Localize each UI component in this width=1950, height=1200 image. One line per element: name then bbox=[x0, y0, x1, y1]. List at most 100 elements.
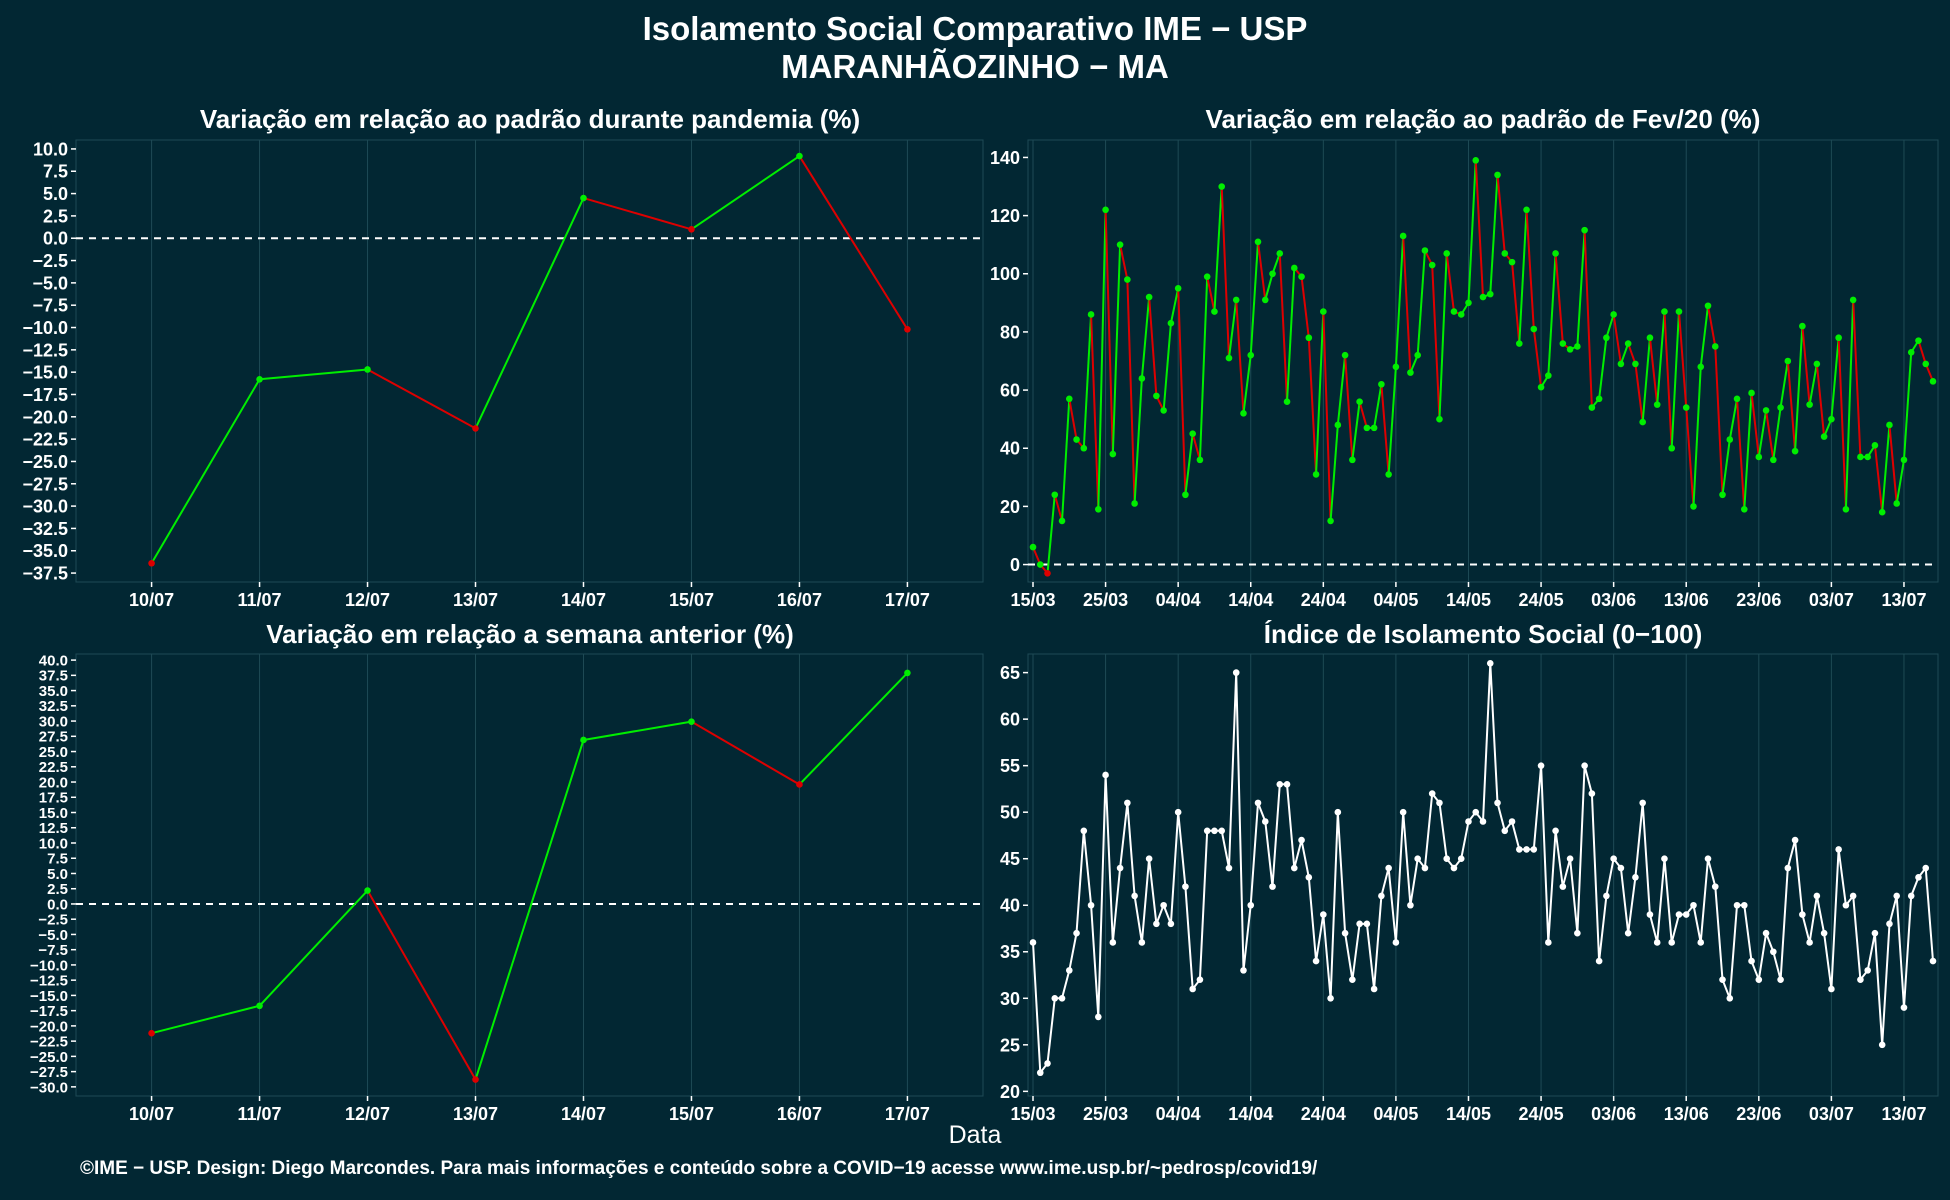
data-point bbox=[1755, 453, 1763, 461]
y-tick-label: 80 bbox=[1000, 322, 1020, 342]
y-tick-label: 120 bbox=[990, 206, 1020, 226]
series-segment bbox=[1888, 424, 1898, 504]
x-tick-label: 25/03 bbox=[1083, 590, 1128, 610]
series-segment bbox=[583, 720, 692, 741]
data-point bbox=[1457, 855, 1465, 863]
data-point bbox=[1341, 929, 1349, 937]
y-tick-label: −22.5 bbox=[22, 430, 68, 450]
series-segment bbox=[1336, 355, 1347, 426]
data-point bbox=[1624, 929, 1632, 937]
data-point bbox=[1748, 957, 1755, 965]
x-tick-label: 04/05 bbox=[1373, 1104, 1418, 1124]
data-point bbox=[1690, 503, 1697, 510]
x-tick-label: 04/04 bbox=[1156, 1104, 1201, 1124]
data-point bbox=[1109, 450, 1117, 458]
series-segment bbox=[1583, 230, 1593, 408]
data-point bbox=[1058, 517, 1066, 525]
series-line-indice bbox=[1032, 663, 1934, 1076]
data-point bbox=[1320, 308, 1327, 315]
data-point bbox=[1806, 401, 1813, 408]
series-segment bbox=[1394, 235, 1405, 367]
data-point bbox=[1378, 380, 1385, 388]
data-point bbox=[1515, 846, 1523, 853]
y-tick-label: −37.5 bbox=[22, 564, 68, 584]
y-tick-label: 40 bbox=[1000, 896, 1020, 916]
series-segment bbox=[1598, 337, 1608, 399]
data-point bbox=[1668, 444, 1676, 452]
series-segment bbox=[1677, 311, 1688, 408]
series-segment bbox=[1641, 337, 1651, 423]
x-tick-label: 12/07 bbox=[345, 590, 390, 610]
data-point bbox=[1682, 911, 1690, 918]
y-tick-label: −10.0 bbox=[30, 957, 68, 974]
data-point bbox=[1624, 340, 1632, 347]
series-segment bbox=[1235, 299, 1245, 414]
x-tick-label: 03/07 bbox=[1809, 1104, 1854, 1124]
series-segment bbox=[1474, 160, 1484, 298]
y-tick-label: 17.5 bbox=[39, 790, 68, 807]
series-segment bbox=[1445, 253, 1455, 312]
x-tick-label: 13/06 bbox=[1664, 1104, 1709, 1124]
x-tick-label: 14/05 bbox=[1446, 1104, 1491, 1124]
data-point bbox=[1748, 389, 1755, 397]
data-point bbox=[1900, 456, 1908, 464]
data-point bbox=[1559, 883, 1567, 890]
panel-title-semana: Variação em relação a semana anterior (%… bbox=[266, 619, 794, 649]
data-point bbox=[1203, 273, 1211, 280]
series-segment bbox=[1627, 343, 1637, 365]
data-point bbox=[1363, 920, 1371, 928]
y-tick-label: 35.0 bbox=[39, 683, 68, 700]
data-point bbox=[1298, 836, 1305, 844]
series-segment bbox=[1053, 494, 1063, 522]
x-tick-label: 16/07 bbox=[777, 1104, 822, 1124]
y-tick-label: −2.5 bbox=[38, 912, 68, 929]
data-point bbox=[1603, 892, 1610, 900]
y-tick-label: −5.0 bbox=[38, 927, 68, 944]
x-tick-label: 16/07 bbox=[777, 590, 822, 610]
data-point bbox=[1225, 864, 1233, 872]
data-point bbox=[1283, 398, 1291, 406]
data-point bbox=[1603, 334, 1610, 342]
data-point bbox=[1813, 360, 1821, 368]
data-point bbox=[1559, 340, 1567, 347]
data-point bbox=[1929, 957, 1937, 965]
data-point bbox=[1799, 911, 1806, 918]
data-point bbox=[1581, 226, 1588, 234]
data-point bbox=[1893, 500, 1901, 507]
series-segment bbox=[1736, 398, 1746, 510]
data-point bbox=[1349, 456, 1356, 464]
data-point bbox=[1407, 901, 1414, 909]
data-point bbox=[904, 326, 911, 333]
data-point bbox=[1356, 920, 1363, 928]
x-tick-label: 13/07 bbox=[1881, 1104, 1926, 1124]
data-point bbox=[1116, 241, 1124, 248]
series-segment bbox=[1648, 337, 1659, 405]
x-tick-label: 04/04 bbox=[1156, 590, 1201, 610]
series-segment bbox=[1213, 186, 1223, 312]
data-point bbox=[1399, 232, 1407, 240]
y-tick-label: 60 bbox=[1000, 710, 1020, 730]
data-point bbox=[1414, 351, 1421, 359]
data-point bbox=[1051, 491, 1059, 499]
series-segment bbox=[583, 197, 692, 231]
y-tick-label: 40 bbox=[1000, 439, 1020, 459]
series-segment bbox=[474, 739, 585, 1080]
data-point bbox=[1864, 967, 1871, 974]
x-tick-label: 24/05 bbox=[1519, 590, 1564, 610]
x-tick-label: 14/05 bbox=[1446, 590, 1491, 610]
data-point bbox=[1886, 920, 1893, 928]
data-point bbox=[1755, 976, 1763, 983]
x-tick-label: 13/07 bbox=[453, 1104, 498, 1124]
x-tick-label: 15/07 bbox=[669, 590, 714, 610]
data-point bbox=[1073, 436, 1080, 443]
series-segment bbox=[1663, 311, 1673, 449]
data-point bbox=[1675, 911, 1683, 918]
series-segment bbox=[474, 197, 585, 429]
y-tick-label: 30.0 bbox=[39, 713, 68, 730]
y-tick-label: −7.5 bbox=[32, 296, 68, 316]
series-segment bbox=[1097, 209, 1107, 510]
data-point bbox=[1341, 351, 1349, 359]
data-point bbox=[1189, 985, 1196, 993]
